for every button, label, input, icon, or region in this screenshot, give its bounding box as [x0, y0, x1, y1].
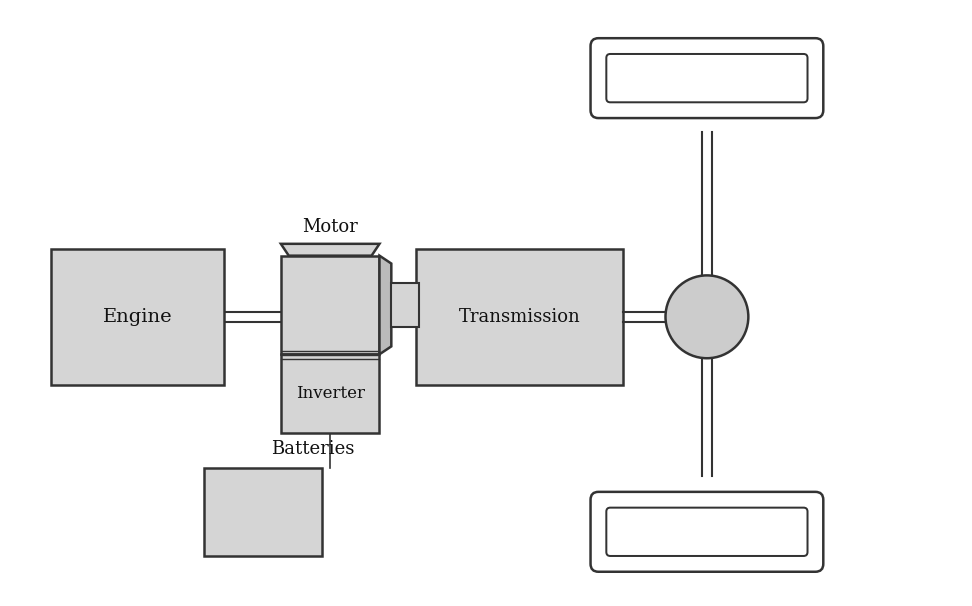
- Polygon shape: [281, 244, 379, 256]
- FancyBboxPatch shape: [607, 54, 808, 102]
- FancyBboxPatch shape: [591, 38, 823, 118]
- Bar: [52, 248, 224, 385]
- Polygon shape: [379, 256, 392, 355]
- Bar: [416, 248, 623, 385]
- Text: Motor: Motor: [302, 218, 358, 236]
- Text: Engine: Engine: [103, 308, 172, 326]
- Bar: [281, 355, 379, 433]
- FancyBboxPatch shape: [607, 508, 808, 556]
- Text: Batteries: Batteries: [271, 440, 354, 458]
- Circle shape: [666, 275, 748, 358]
- Bar: [204, 468, 323, 556]
- Bar: [392, 283, 419, 327]
- FancyBboxPatch shape: [591, 492, 823, 571]
- Bar: [281, 256, 379, 355]
- Text: Transmission: Transmission: [459, 308, 580, 326]
- Text: Inverter: Inverter: [295, 385, 364, 402]
